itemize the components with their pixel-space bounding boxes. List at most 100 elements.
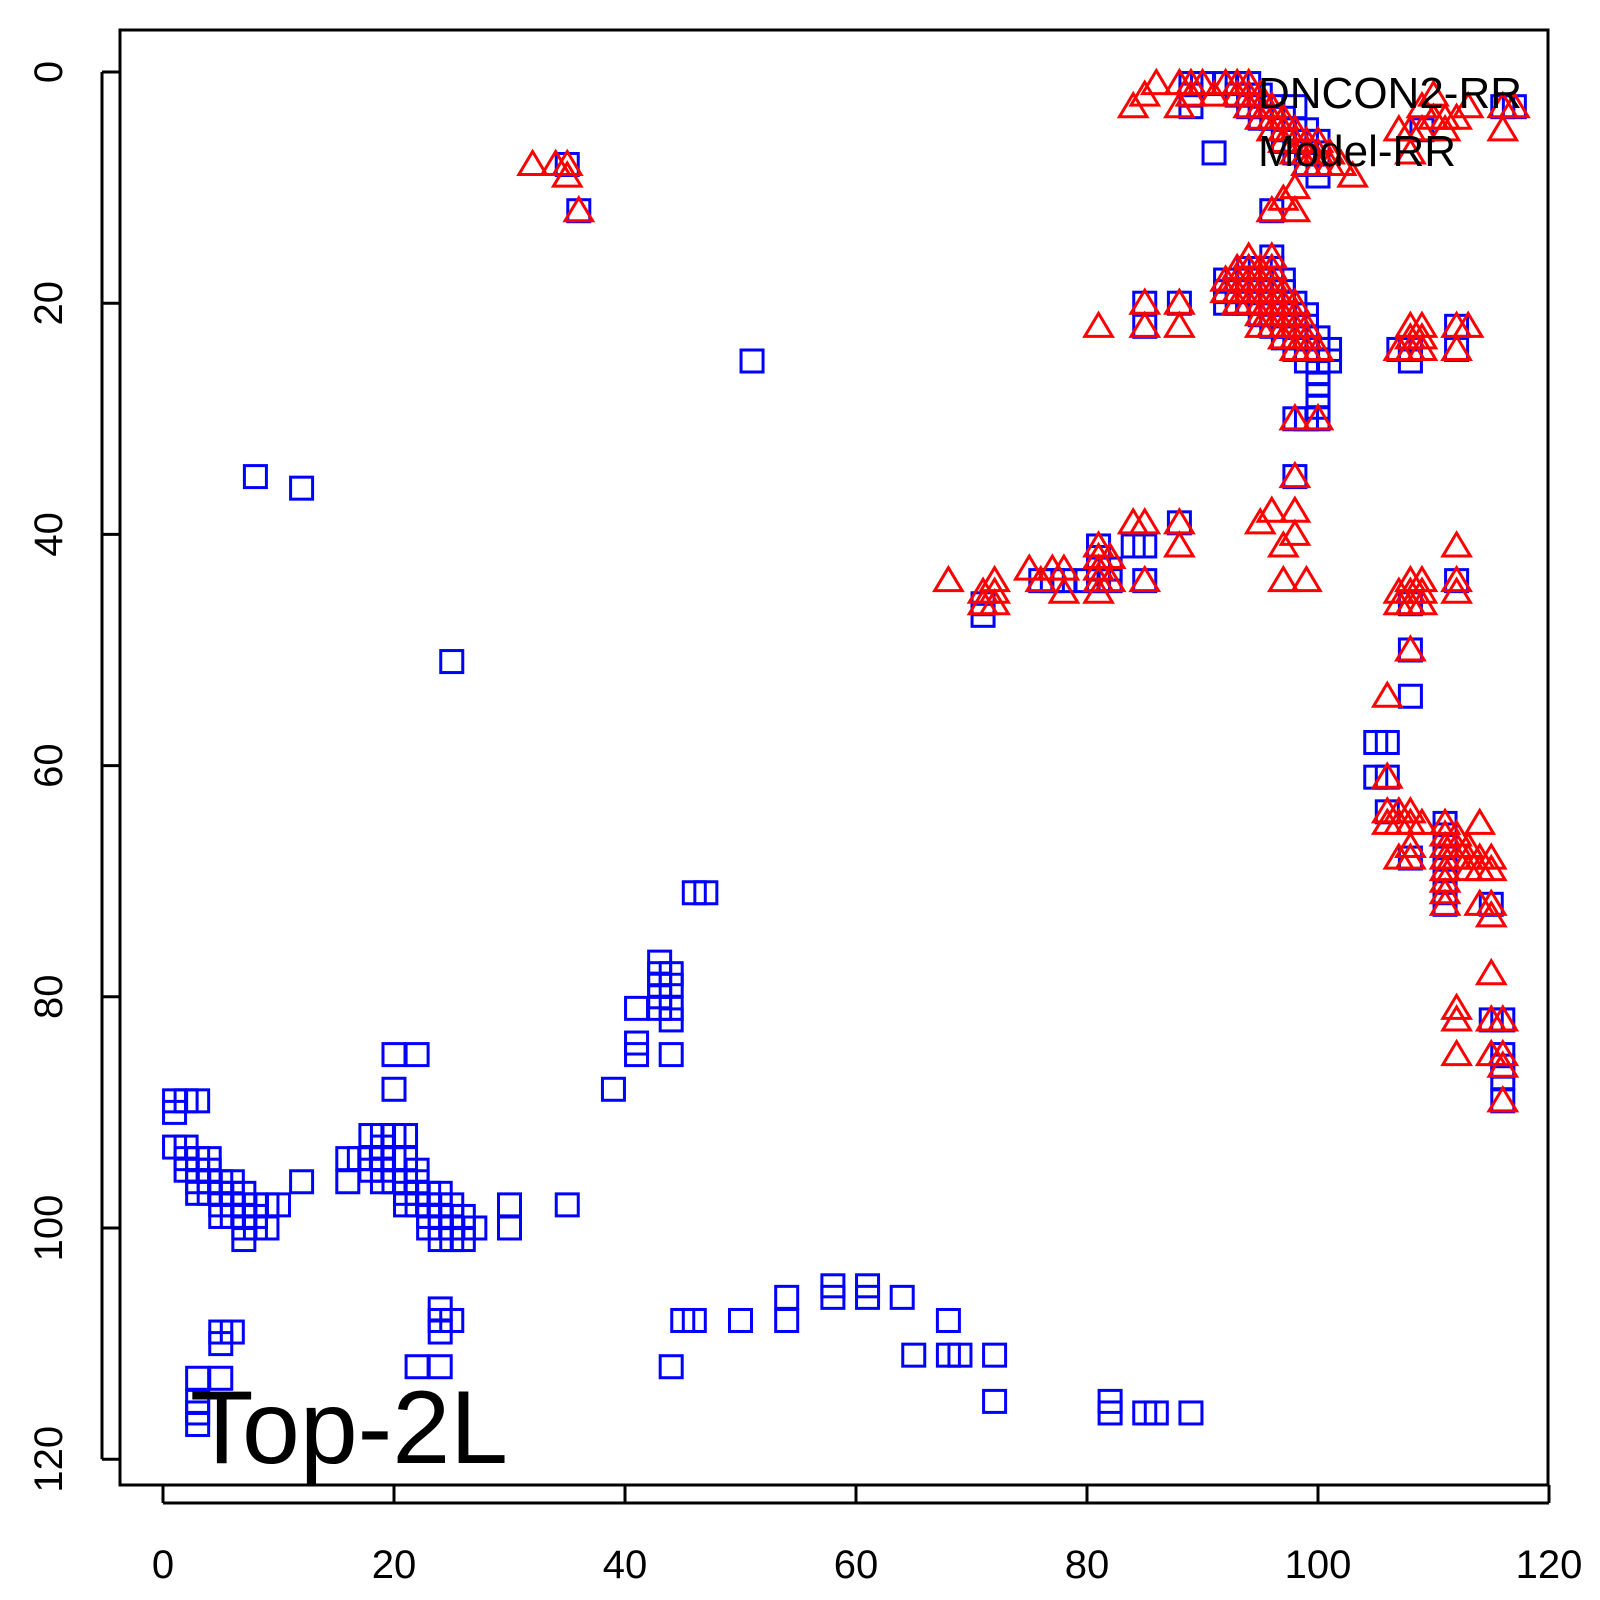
y-tick-label: 20 (27, 281, 71, 326)
square-point (820, 1284, 846, 1310)
panel-annotation: Top-2L (190, 1370, 508, 1486)
square-point (289, 475, 315, 501)
square-point (208, 1365, 234, 1391)
legend-entry-label: DNCON2-RR (1258, 69, 1522, 118)
square-point (982, 1388, 1008, 1414)
triangle-point (1336, 160, 1370, 188)
triangle-point (1497, 90, 1531, 119)
triangle-point (1301, 333, 1335, 361)
y-tick-label: 0 (27, 61, 71, 83)
square-point (266, 1192, 291, 1218)
x-tick-label: 20 (372, 1543, 417, 1587)
triangle-point (1486, 1050, 1520, 1078)
square-point (658, 1007, 684, 1033)
triangle-point (1451, 310, 1485, 338)
triangle-point (1405, 333, 1439, 361)
square-point (774, 1307, 800, 1333)
y-tick-label: 120 (27, 1426, 71, 1493)
triangle-point (1405, 576, 1439, 604)
triangle-point (1440, 530, 1473, 558)
triangle-point (1486, 1038, 1520, 1067)
triangle-point (1428, 876, 1462, 905)
square-point (404, 1042, 430, 1068)
triangle-point (1486, 1084, 1520, 1113)
triangle-point (1405, 321, 1439, 350)
triangle-point (1324, 148, 1358, 177)
square-point (185, 1412, 211, 1438)
plot-frame (118, 28, 1550, 1487)
triangle-point (1370, 761, 1404, 789)
x-tick-label: 80 (1065, 1543, 1110, 1587)
square-point (982, 1342, 1008, 1368)
square-point (462, 1215, 488, 1241)
square-point (1178, 1400, 1204, 1426)
triangle-point (1163, 310, 1196, 338)
triangle-point (978, 587, 1011, 616)
triangle-point (1266, 564, 1300, 593)
triangle-point (1474, 899, 1508, 928)
square-point (889, 1284, 915, 1310)
square-point (439, 1307, 465, 1333)
triangle-point (1278, 460, 1312, 489)
axes: 0 20 40 60 80 100 120 0 20 40 60 80 100 120 (27, 61, 1582, 1587)
triangle-point (1474, 842, 1508, 870)
triangle-point (516, 148, 549, 177)
y-tick-label: 100 (27, 1195, 71, 1262)
triangle-point (1047, 576, 1081, 604)
square-point (497, 1215, 522, 1241)
square-point (1132, 533, 1158, 559)
triangle-point (1128, 564, 1162, 593)
triangle-point (1278, 402, 1312, 431)
triangle-point (1370, 680, 1404, 708)
square-point (658, 1042, 684, 1068)
square-point (658, 1354, 684, 1380)
triangle-point (1440, 1038, 1473, 1067)
triangle-point (1405, 807, 1439, 835)
y-tick-label: 40 (27, 512, 71, 557)
square-point (289, 1169, 315, 1195)
series-model-rr (516, 67, 1531, 1113)
triangle-point (1440, 576, 1473, 604)
y-tick-label: 80 (27, 975, 71, 1020)
plot-marks (162, 67, 1531, 1438)
triangle-point (1440, 992, 1473, 1020)
triangle-point (1486, 1004, 1520, 1032)
square-point (242, 464, 268, 490)
triangle-point (1128, 506, 1162, 535)
triangle-point (1394, 137, 1427, 165)
triangle-point (1394, 830, 1427, 859)
square-point (728, 1307, 753, 1333)
square-point (600, 1076, 626, 1102)
triangle-point (1451, 90, 1485, 119)
triangle-point (1440, 564, 1473, 593)
triangle-point (1440, 333, 1473, 361)
triangle-point (1290, 564, 1323, 593)
square-point (970, 602, 996, 628)
square-point (185, 1088, 211, 1114)
triangle-point (1093, 564, 1127, 593)
square-point (947, 1342, 973, 1368)
triangle-point (1313, 137, 1346, 165)
x-tick-label: 0 (152, 1543, 174, 1587)
triangle-point (1474, 853, 1508, 882)
square-point (1374, 729, 1400, 755)
triangle-point (1290, 321, 1323, 350)
square-point (1305, 163, 1331, 189)
triangle-point (550, 148, 584, 177)
triangle-point (1463, 807, 1497, 835)
y-tick-label: 60 (27, 743, 71, 788)
legend: DNCON2-RR Model-RR (1258, 69, 1522, 176)
square-point (1201, 140, 1227, 166)
triangle-point (1186, 67, 1219, 96)
triangle-point (978, 576, 1011, 604)
triangle-point (1012, 553, 1046, 581)
x-tick-label: 120 (1516, 1543, 1583, 1587)
triangle-point (1163, 530, 1196, 558)
square-point (1397, 348, 1423, 374)
triangle-point (1082, 310, 1115, 338)
triangle-point (562, 194, 596, 223)
square-point (681, 1307, 707, 1333)
square-point (219, 1319, 245, 1345)
